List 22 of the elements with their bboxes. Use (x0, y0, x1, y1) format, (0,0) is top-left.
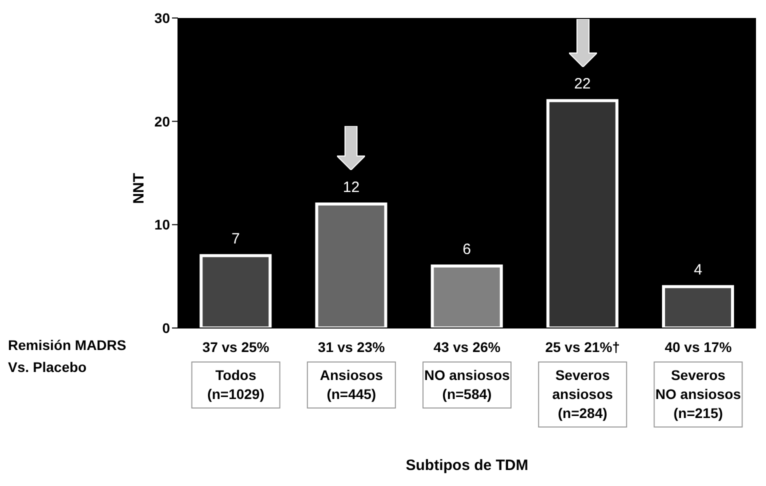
y-axis-title: NNT (130, 173, 148, 204)
data-label: 7 (231, 230, 240, 248)
x-tick-label: 43 vs 26% NO ansiosos (n=584) (424, 339, 510, 402)
y-tick-label: 20 (154, 113, 170, 130)
x-tick-label: 31 vs 23% Ansiosos (n=445) (318, 339, 386, 402)
y-tick-label: 0 (162, 320, 170, 336)
data-label: 6 (462, 241, 471, 258)
data-label: 4 (694, 262, 702, 279)
x-tick-label: 25 vs 21%† Severos ansiosos (n=284) (545, 339, 620, 421)
bar (200, 254, 272, 328)
y-tick-label: 10 (154, 216, 170, 233)
data-label: 22 (574, 76, 591, 93)
bar (662, 285, 734, 328)
bar (315, 202, 388, 328)
bar (546, 99, 618, 328)
x-tick-label: 37 vs 25% Todos (n=1029) (202, 339, 270, 402)
text: Remisión MADRS Vs. Placebo (8, 336, 126, 377)
x-tick-label: 40 vs 17% Severos NO ansiosos (n=215) (655, 339, 742, 421)
data-label: 12 (342, 179, 360, 196)
bar (430, 264, 503, 328)
y-tick-label: 30 (154, 10, 170, 26)
x-axis-title: Subtipos de TDM (406, 457, 528, 474)
